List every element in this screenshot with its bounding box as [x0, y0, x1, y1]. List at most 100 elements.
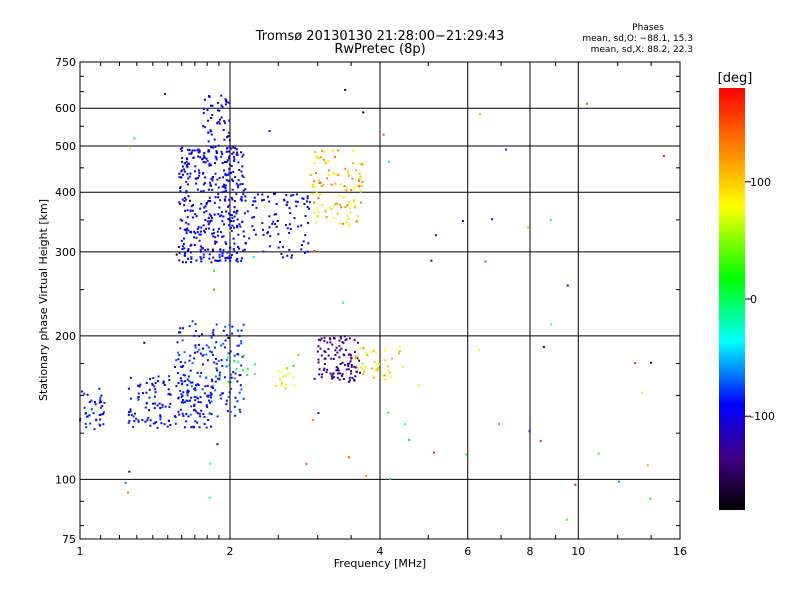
data-point: [354, 351, 356, 354]
data-point: [212, 256, 215, 259]
data-point: [207, 419, 210, 421]
y-axis-label: Stationary phase Virtual Height [km]: [37, 199, 50, 401]
data-point: [185, 198, 188, 201]
colorbar-ticks: 100 0 -100: [745, 176, 775, 423]
data-point: [359, 175, 362, 178]
data-point: [205, 353, 208, 356]
data-point: [216, 122, 219, 125]
data-point: [195, 259, 198, 262]
data-point: [319, 181, 322, 184]
data-point: [197, 226, 200, 229]
data-point: [349, 211, 352, 214]
data-point: [227, 173, 230, 176]
data-point: [85, 426, 88, 429]
data-point: [194, 232, 197, 235]
data-point: [323, 340, 326, 343]
data-point: [205, 376, 208, 379]
data-point: [190, 256, 193, 259]
data-point: [193, 357, 196, 360]
data-point: [200, 371, 203, 374]
data-point: [219, 394, 222, 397]
data-point: [196, 383, 199, 386]
data-point: [182, 242, 185, 245]
data-point: [306, 250, 309, 253]
data-point: [214, 358, 217, 360]
data-point: [207, 227, 210, 230]
data-point: [227, 135, 230, 138]
data-point: [156, 426, 159, 429]
data-point: [207, 150, 210, 153]
data-point: [338, 378, 341, 381]
data-point: [216, 369, 218, 372]
data-point: [162, 380, 165, 383]
data-point: [190, 231, 192, 234]
data-point: [318, 179, 321, 182]
data-point: [149, 419, 152, 422]
data-point: [208, 196, 211, 199]
data-point: [357, 341, 359, 344]
data-point: [189, 369, 192, 372]
data-point: [364, 366, 367, 369]
data-point: [233, 377, 236, 380]
data-point: [320, 354, 323, 357]
data-point: [313, 377, 316, 380]
data-point: [137, 395, 140, 398]
data-point: [222, 129, 225, 131]
data-point: [281, 256, 284, 259]
data-point: [321, 373, 323, 376]
data-point: [211, 351, 213, 354]
data-point: [186, 172, 189, 175]
data-point: [330, 208, 333, 210]
data-point: [244, 199, 247, 202]
data-point: [242, 230, 245, 233]
data-point: [318, 182, 321, 184]
data-point: [185, 157, 188, 160]
data-point: [199, 401, 202, 404]
data-point: [102, 423, 105, 426]
data-point: [430, 259, 433, 262]
data-point: [214, 146, 217, 148]
data-point: [210, 146, 213, 149]
data-point: [173, 415, 176, 418]
data-point: [334, 156, 337, 159]
data-point: [204, 231, 206, 234]
data-point: [359, 190, 362, 193]
data-point: [148, 396, 151, 399]
data-point: [230, 226, 232, 229]
data-point: [344, 339, 347, 342]
data-point: [237, 329, 240, 332]
data-point: [231, 332, 234, 335]
data-point: [302, 197, 305, 200]
data-point: [186, 389, 189, 392]
data-point: [228, 204, 231, 207]
data-point: [220, 344, 223, 347]
data-point: [350, 365, 353, 368]
data-point: [203, 152, 206, 154]
data-point: [461, 220, 464, 222]
data-point: [228, 131, 231, 134]
data-point: [401, 365, 404, 368]
data-point: [177, 358, 180, 361]
data-point: [154, 388, 157, 391]
data-point: [228, 229, 231, 232]
data-point: [179, 190, 182, 193]
data-point: [220, 150, 223, 153]
data-point: [241, 257, 243, 260]
data-point: [215, 367, 218, 370]
data-point: [362, 347, 365, 350]
data-point: [203, 423, 206, 425]
data-point: [646, 464, 649, 467]
data-point: [372, 349, 375, 352]
data-point: [220, 94, 223, 97]
data-point: [234, 176, 237, 179]
data-point: [398, 349, 401, 352]
data-point: [358, 359, 361, 362]
data-point: [179, 202, 182, 205]
data-point: [207, 200, 210, 203]
data-point: [354, 358, 357, 361]
data-point: [180, 401, 183, 404]
data-point: [229, 214, 232, 216]
data-point: [303, 203, 306, 205]
data-point: [183, 200, 186, 202]
data-point: [218, 256, 221, 259]
